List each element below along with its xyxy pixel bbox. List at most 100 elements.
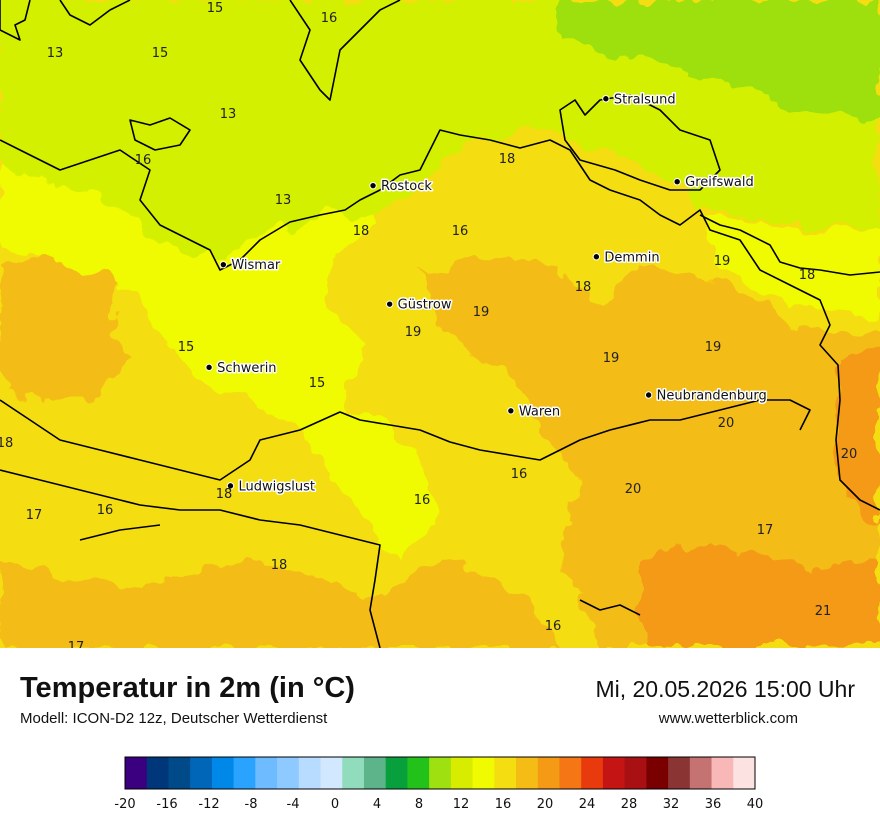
temperature-value: 19 <box>714 254 731 269</box>
temperature-value: 16 <box>135 153 152 168</box>
legend-swatch <box>407 757 430 789</box>
city-marker-güstrow: Güstrow <box>385 296 453 314</box>
temperature-value: 17 <box>26 508 43 523</box>
temperature-value: 13 <box>275 193 292 208</box>
temperature-value: 18 <box>353 224 370 239</box>
temperature-value: 17 <box>68 640 85 648</box>
legend-swatch <box>646 757 669 789</box>
city-label: Rostock <box>381 179 432 194</box>
legend-tick-label: 36 <box>705 797 722 812</box>
legend-swatch <box>211 757 235 789</box>
forecast-datetime: Mi, 20.05.2026 15:00 Uhr <box>595 676 855 702</box>
temperature-value: 20 <box>841 447 858 462</box>
field-zone-20-22-east <box>840 350 880 520</box>
city-label: Neubrandenburg <box>657 389 767 404</box>
temperature-value: 18 <box>799 268 816 283</box>
legend-tick-label: 20 <box>537 797 554 812</box>
legend-swatch <box>733 757 756 789</box>
legend-swatch <box>190 757 213 789</box>
city-dot <box>369 181 377 190</box>
city-marker-waren: Waren <box>507 403 562 421</box>
city-label: Waren <box>519 404 560 419</box>
temperature-values: 15 16 13 15 13 16 13 18 18 16 19 18 18 19 19 15 19 19 15 20… <box>0 1 857 648</box>
legend-tick-label: -12 <box>198 797 219 812</box>
legend-swatch <box>472 757 495 789</box>
temperature-value: 18 <box>0 436 13 451</box>
city-dot <box>644 391 653 399</box>
legend-swatch <box>516 757 539 789</box>
temperature-value: 19 <box>603 351 620 366</box>
legend-swatch <box>168 757 191 789</box>
legend-swatch <box>668 757 691 789</box>
city-label: Demmin <box>604 250 659 265</box>
temperature-value: 16 <box>97 503 114 518</box>
legend-swatch <box>255 757 278 789</box>
legend-swatch <box>624 757 647 789</box>
legend-swatch <box>146 757 169 789</box>
legend-tick-label: 12 <box>453 797 470 812</box>
temperature-value: 15 <box>207 1 224 16</box>
temperature-value: 18 <box>216 487 233 502</box>
legend-tick-label: 24 <box>579 797 596 812</box>
legend-swatch <box>363 757 387 789</box>
city-marker-schwerin: Schwerin <box>205 359 278 377</box>
city-dot <box>226 482 235 490</box>
city-label: Güstrow <box>398 298 452 313</box>
legend-swatch <box>689 757 713 789</box>
legend-swatch <box>581 757 604 789</box>
city-marker-demmin: Demmin <box>592 249 661 267</box>
temperature-value: 15 <box>152 46 169 61</box>
field-zone-18-20-central <box>420 258 880 648</box>
temperature-value: 20 <box>625 482 642 497</box>
city-dot <box>673 178 681 186</box>
city-marker-greifswald: Greifswald <box>673 174 755 192</box>
legend-tick-label: -8 <box>245 797 258 812</box>
temperature-value: 16 <box>414 493 431 508</box>
temperature-map: Stralsund Rostock Greifswald Wismar Demmin Gü… <box>0 0 880 648</box>
city-marker-rostock: Rostock <box>369 178 434 196</box>
temperature-value: 21 <box>815 604 832 619</box>
city-marker-wismar: Wismar <box>219 257 282 275</box>
city-marker-ludwigslust: Ludwigslust <box>226 478 316 496</box>
coastlines <box>0 0 880 648</box>
temperature-value: 18 <box>271 558 288 573</box>
legend-tick-label: 28 <box>621 797 638 812</box>
city-label: Schwerin <box>217 361 276 376</box>
city-dot <box>205 363 213 372</box>
legend-swatch <box>342 757 365 789</box>
city-marker-stralsund: Stralsund <box>602 91 677 109</box>
legend-swatch <box>711 757 734 789</box>
legend-tick-label: 32 <box>663 797 680 812</box>
city-label: Ludwigslust <box>238 479 314 494</box>
temperature-value: 19 <box>405 325 422 340</box>
legend-swatch <box>494 757 517 789</box>
temperature-value: 16 <box>321 11 338 26</box>
legend-ticks: -20 -16 -12 -8 -4 0 4 8 12 16 20 24 28 32 36 40 <box>114 797 763 812</box>
city-dot <box>592 253 601 261</box>
city-dot <box>385 300 394 308</box>
temperature-value: 13 <box>220 107 237 122</box>
temperature-value: 16 <box>545 619 562 634</box>
city-dot <box>602 95 610 103</box>
legend-swatch <box>233 757 256 789</box>
website-link[interactable]: www.wetterblick.com <box>658 710 798 727</box>
temperature-value: 20 <box>718 416 735 431</box>
legend-swatch <box>125 757 148 789</box>
city-dot <box>219 260 228 269</box>
temperature-value: 16 <box>511 467 528 482</box>
legend-swatch <box>385 757 408 789</box>
city-layer: Stralsund Rostock Greifswald Wismar Demmin Gü… <box>205 91 768 496</box>
legend-tick-label: 40 <box>747 797 764 812</box>
temperature-value: 19 <box>473 305 490 320</box>
field-zone-18-20-south <box>0 560 560 648</box>
legend-swatch <box>537 757 560 789</box>
city-marker-neubrandenburg: Neubrandenburg <box>644 387 768 405</box>
legend-bar <box>124 756 756 790</box>
city-label: Wismar <box>231 258 281 273</box>
legend-swatch <box>450 757 474 789</box>
legend-tick-label: -4 <box>287 797 300 812</box>
temperature-value: 13 <box>47 46 64 61</box>
field-zone-18-20-west <box>0 250 130 400</box>
map-title: Temperatur in 2m (in °C) <box>20 672 355 704</box>
model-source: Modell: ICON-D2 12z, Deutscher Wetterdie… <box>20 710 328 727</box>
